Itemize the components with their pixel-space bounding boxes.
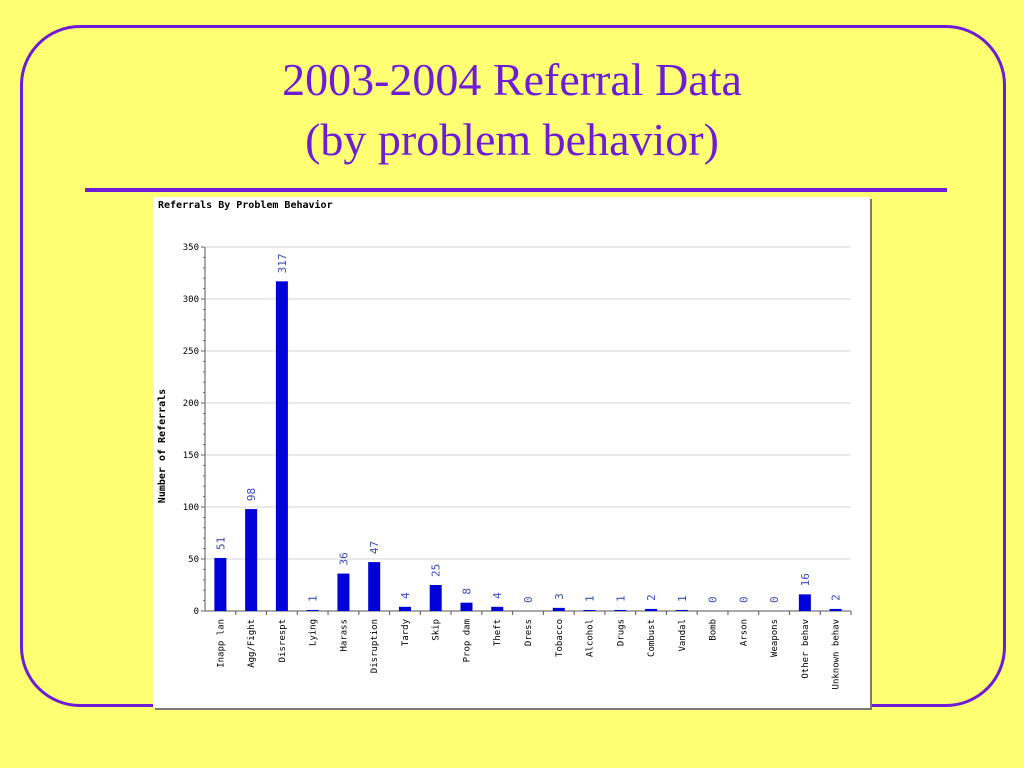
y-tick-label: 0 bbox=[194, 607, 199, 617]
y-tick-label: 250 bbox=[183, 347, 199, 357]
bar bbox=[614, 609, 627, 611]
data-label: 0 bbox=[522, 596, 535, 603]
x-tick-label: Disrespt bbox=[278, 619, 288, 662]
slide-title-line-1: 2003-2004 Referral Data bbox=[282, 54, 742, 105]
bars bbox=[214, 281, 842, 611]
bar bbox=[337, 573, 350, 611]
bar bbox=[429, 585, 442, 611]
data-labels: 51 98 317 1 36 47 4 25 8 4 0 3 1 1 2 1 0 0 0 16 2 bbox=[214, 253, 842, 603]
bar-chart: Referrals By Problem Behavior Number of … bbox=[157, 199, 852, 689]
data-label: 1 bbox=[614, 595, 627, 602]
data-label: 8 bbox=[460, 588, 473, 595]
y-tick-label: 150 bbox=[183, 451, 199, 461]
data-label: 0 bbox=[737, 596, 750, 603]
data-label: 25 bbox=[430, 564, 443, 577]
bar bbox=[675, 609, 688, 611]
data-label: 4 bbox=[491, 592, 504, 599]
bar bbox=[798, 594, 811, 611]
x-tick-label: Unknown behav bbox=[832, 619, 842, 689]
x-tick-label: Lying bbox=[309, 619, 319, 646]
bar bbox=[306, 609, 319, 611]
data-label: 1 bbox=[307, 595, 320, 602]
bar bbox=[491, 606, 504, 611]
x-tick-label: Tobacco bbox=[555, 619, 565, 657]
x-tick-label: Other behav bbox=[801, 619, 811, 679]
x-tick-label: Prop dam bbox=[462, 619, 472, 662]
x-tick-label: Drugs bbox=[616, 619, 626, 646]
bar bbox=[398, 606, 411, 611]
x-tick-label: Combust bbox=[647, 619, 657, 657]
x-tick-label: Disruption bbox=[370, 619, 380, 673]
data-label: 1 bbox=[676, 595, 689, 602]
y-tick-label: 300 bbox=[183, 295, 199, 305]
y-tick-label: 50 bbox=[188, 555, 199, 565]
y-tick-label: 100 bbox=[183, 503, 199, 513]
data-label: 3 bbox=[553, 593, 566, 600]
bar bbox=[368, 562, 381, 611]
x-tick-label: Theft bbox=[493, 619, 503, 646]
x-tick-label: Skip bbox=[432, 619, 442, 641]
chart-panel: Referrals By Problem Behavior Number of … bbox=[153, 197, 870, 708]
bar bbox=[552, 607, 565, 611]
x-tick-label: Bomb bbox=[709, 619, 719, 641]
grid-lines bbox=[205, 246, 851, 560]
data-label: 98 bbox=[245, 488, 258, 501]
bar bbox=[214, 557, 227, 611]
x-tick-label: Inapp lan bbox=[216, 619, 226, 668]
bar bbox=[460, 602, 473, 611]
y-axis-label: Number of Referrals bbox=[157, 389, 168, 503]
y-tick-label: 200 bbox=[183, 399, 199, 409]
bar bbox=[275, 281, 288, 611]
data-label: 1 bbox=[584, 595, 597, 602]
x-tick-label: Tardy bbox=[401, 618, 411, 646]
x-tick-label: Dress bbox=[524, 619, 534, 646]
x-tick-label: Alcohol bbox=[586, 619, 596, 657]
bar bbox=[583, 609, 596, 611]
y-tick-label: 350 bbox=[183, 243, 199, 253]
title-divider bbox=[85, 188, 947, 192]
bar bbox=[645, 608, 658, 611]
x-tick-label: Arson bbox=[739, 619, 749, 646]
data-label: 36 bbox=[337, 552, 350, 565]
x-tick-label: Weapons bbox=[770, 619, 780, 657]
data-label: 16 bbox=[799, 573, 812, 586]
data-label: 0 bbox=[707, 596, 720, 603]
data-label: 2 bbox=[645, 594, 658, 601]
data-label: 2 bbox=[830, 594, 843, 601]
chart-title: Referrals By Problem Behavior bbox=[158, 199, 333, 211]
data-label: 51 bbox=[214, 537, 227, 550]
data-label: 47 bbox=[368, 541, 381, 554]
data-label: 317 bbox=[276, 253, 289, 273]
x-tick-label: Vandal bbox=[678, 619, 688, 652]
bar bbox=[829, 608, 842, 611]
bar bbox=[245, 509, 258, 611]
data-label: 4 bbox=[399, 592, 412, 599]
slide-title: 2003-2004 Referral Data (by problem beha… bbox=[0, 50, 1024, 170]
x-tick-labels: Inapp lan Agg/Fight Disrespt Lying Harass Dis… bbox=[216, 618, 841, 689]
x-tick-label: Harass bbox=[339, 619, 349, 652]
x-tick-label: Agg/Fight bbox=[247, 619, 257, 668]
slide-title-line-2: (by problem behavior) bbox=[305, 114, 719, 165]
data-label: 0 bbox=[768, 596, 781, 603]
